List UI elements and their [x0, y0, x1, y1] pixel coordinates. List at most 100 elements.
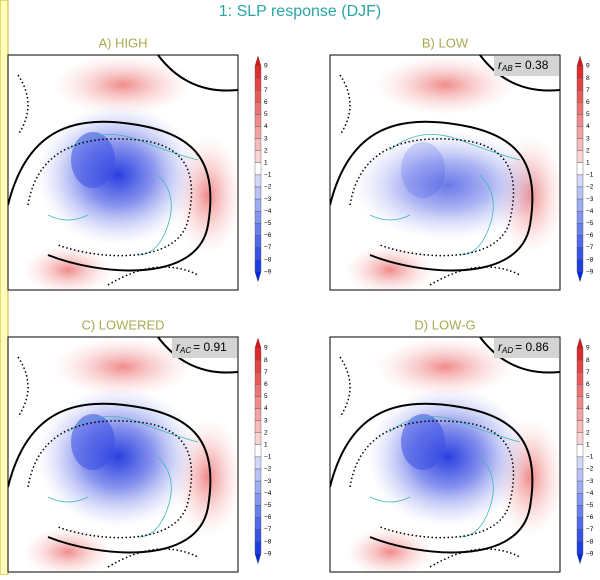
correlation-box: [494, 56, 559, 76]
colorbar-label: 3: [586, 135, 590, 142]
colorbar-segment: [576, 480, 584, 494]
colorbar-label: −7: [264, 244, 272, 251]
colorbar-segment: [576, 186, 584, 200]
colorbar-segment: [576, 372, 584, 385]
panel-title: D) LOW-G: [414, 317, 475, 332]
colorbar-segment: [576, 89, 584, 103]
negative-core: [71, 132, 115, 188]
colorbar-label: −7: [586, 244, 594, 251]
colorbar-segment: [254, 223, 262, 236]
colorbar-label: −2: [264, 466, 272, 473]
colorbar-segment: [254, 162, 262, 176]
colorbar-label: −9: [264, 268, 272, 275]
negative-contour: [339, 74, 521, 286]
negative-anomaly: [353, 130, 543, 240]
colorbar-label: 5: [264, 111, 268, 118]
colorbar-label: −6: [264, 232, 272, 239]
colorbar-segment: [254, 186, 262, 200]
colorbar: 9 8 7 6 5 4 3 2 1 −1 −2 −3 −4 −5 −6 −7 −8 −9: [254, 337, 272, 565]
colorbar-segment: [254, 210, 262, 224]
colorbar-label: −9: [264, 550, 272, 557]
colorbar-label: 9: [586, 63, 590, 70]
correlation-subscript: AB: [501, 64, 513, 73]
colorbar-segment: [254, 468, 262, 482]
colorbar-label: 5: [264, 393, 268, 400]
colorbar-label: −4: [586, 208, 594, 215]
colorbar-segment: [576, 384, 584, 397]
positive-anomaly: [375, 337, 515, 397]
negative-core: [401, 142, 445, 198]
colorbar-top: [254, 337, 262, 349]
colorbar-label: 4: [264, 405, 268, 412]
colorbar-segment: [576, 174, 584, 188]
panel: B) LOW rAB = 0.38 9 8 7 6 5 4 3 2 1 −1 −2 −3 −4 −5 −6 −7 −8…: [329, 35, 594, 291]
colorbar-label: −8: [586, 538, 594, 545]
negative-contour: [17, 356, 199, 568]
colorbar-segment: [254, 384, 262, 397]
colorbar-segment: [576, 138, 584, 151]
colorbar-segment: [576, 150, 584, 163]
colorbar-label: −8: [586, 256, 594, 263]
colorbar-segment: [254, 505, 262, 518]
colorbar-segment: [254, 77, 262, 91]
colorbar-label: 2: [264, 429, 268, 436]
colorbar-segment: [254, 420, 262, 433]
colorbar-segment: [254, 444, 262, 458]
colorbar-label: −4: [264, 208, 272, 215]
colorbar-segment: [254, 259, 262, 272]
colorbar-label: −1: [586, 454, 594, 461]
correlation-value: = 0.91: [193, 340, 227, 354]
colorbar-label: 8: [264, 75, 268, 82]
colorbar-segment: [254, 89, 262, 103]
colorbar-segment: [576, 65, 584, 79]
colorbar-segment: [254, 480, 262, 494]
positive-anomaly: [23, 527, 113, 572]
colorbar-segment: [254, 102, 262, 115]
positive-anomaly: [375, 55, 515, 115]
zero-contour: [330, 55, 560, 272]
colorbar-label: −3: [586, 478, 594, 485]
colorbar-segment: [576, 77, 584, 91]
zero-contour: [8, 55, 238, 272]
zero-contour: [330, 337, 560, 554]
colorbar-label: −5: [586, 220, 594, 227]
colorbar-label: 4: [586, 405, 590, 412]
colorbar-label: 1: [264, 442, 268, 449]
panel-title: B) LOW: [422, 35, 469, 50]
colorbar-label: 6: [264, 381, 268, 388]
colorbar-label: −3: [586, 196, 594, 203]
colorbar-segment: [576, 468, 584, 482]
positive-anomaly: [345, 527, 435, 572]
colorbar-segment: [254, 456, 262, 470]
correlation-box: [172, 338, 237, 358]
colorbar-label: 7: [264, 369, 268, 376]
colorbar-label: 3: [264, 417, 268, 424]
correlation-symbol: r: [176, 340, 181, 354]
map-frame: [329, 336, 561, 573]
negative-anomaly: [38, 105, 198, 245]
colorbar-label: −1: [586, 172, 594, 179]
colorbar-label: −5: [264, 220, 272, 227]
colorbar-segment: [254, 65, 262, 79]
colorbar-segment: [576, 347, 584, 361]
colorbar-label: −7: [586, 526, 594, 533]
panel: D) LOW-G rAD = 0.86 9 8 7 6 5 4 3 2 1 −1 −2 −3 −4 −5 −6 −7…: [329, 317, 594, 573]
colorbar-segment: [254, 174, 262, 188]
coastline: [47, 416, 199, 538]
colorbar-segment: [576, 359, 584, 373]
colorbar-label: 8: [586, 357, 590, 364]
colorbar-label: 2: [586, 147, 590, 154]
colorbar-label: 4: [586, 123, 590, 130]
correlation-symbol: r: [498, 58, 503, 72]
colorbar-label: 1: [264, 160, 268, 167]
colorbar-label: 3: [586, 417, 590, 424]
correlation-symbol: r: [498, 340, 503, 354]
correlation-subscript: AC: [179, 346, 191, 355]
colorbar-label: 8: [586, 75, 590, 82]
colorbar-label: 2: [264, 147, 268, 154]
colorbar: 9 8 7 6 5 4 3 2 1 −1 −2 −3 −4 −5 −6 −7 −8 −9: [576, 55, 594, 283]
colorbar-label: 7: [264, 87, 268, 94]
colorbar: 9 8 7 6 5 4 3 2 1 −1 −2 −3 −4 −5 −6 −7 −8 −9: [254, 55, 272, 283]
positive-anomaly: [345, 245, 435, 290]
colorbar-segment: [576, 210, 584, 224]
